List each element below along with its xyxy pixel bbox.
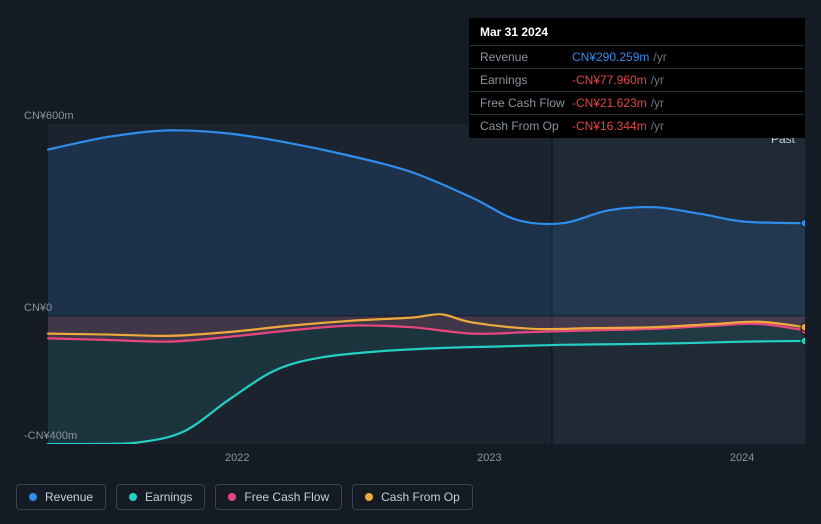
tooltip-row: Free Cash Flow-CN¥21.623m/yr (470, 92, 804, 115)
legend-dot-icon (29, 493, 37, 501)
legend-label: Cash From Op (381, 490, 460, 504)
tooltip-metric-label: Revenue (480, 50, 572, 64)
legend-dot-icon (228, 493, 236, 501)
legend-label: Revenue (45, 490, 93, 504)
legend-item-earnings[interactable]: Earnings (116, 484, 205, 510)
financial-chart: Past CN¥600mCN¥0-CN¥400m 202220232024 (16, 124, 805, 464)
tooltip-metric-label: Cash From Op (480, 119, 572, 133)
tooltip-metric-suffix: /yr (653, 50, 666, 64)
y-axis-label: -CN¥400m (24, 430, 77, 442)
tooltip-metric-suffix: /yr (651, 119, 664, 133)
legend-item-cash-from-op[interactable]: Cash From Op (352, 484, 473, 510)
legend-dot-icon (129, 493, 137, 501)
tooltip-metric-value: CN¥290.259m (572, 50, 649, 64)
tooltip-row: RevenueCN¥290.259m/yr (470, 46, 804, 69)
tooltip-row: Cash From Op-CN¥16.344m/yr (470, 115, 804, 137)
tooltip-metric-value: -CN¥21.623m (572, 96, 647, 110)
tooltip-date: Mar 31 2024 (470, 19, 804, 46)
x-axis-label: 2023 (477, 452, 501, 464)
tooltip-metric-suffix: /yr (651, 73, 664, 87)
x-axis-label: 2024 (730, 452, 754, 464)
legend-item-free-cash-flow[interactable]: Free Cash Flow (215, 484, 342, 510)
x-axis-label: 2022 (225, 452, 249, 464)
legend-label: Free Cash Flow (244, 490, 329, 504)
tooltip-metric-label: Free Cash Flow (480, 96, 572, 110)
tooltip-row: Earnings-CN¥77.960m/yr (470, 69, 804, 92)
legend-dot-icon (365, 493, 373, 501)
legend-label: Earnings (145, 490, 192, 504)
chart-tooltip: Mar 31 2024 RevenueCN¥290.259m/yrEarning… (469, 18, 805, 138)
tooltip-metric-suffix: /yr (651, 96, 664, 110)
legend-item-revenue[interactable]: Revenue (16, 484, 106, 510)
chart-legend: Revenue Earnings Free Cash Flow Cash From O… (16, 484, 473, 510)
tooltip-metric-value: -CN¥16.344m (572, 119, 647, 133)
y-axis-label: CN¥0 (24, 302, 52, 314)
tooltip-metric-label: Earnings (480, 73, 572, 87)
tooltip-metric-value: -CN¥77.960m (572, 73, 647, 87)
chart-svg (16, 124, 805, 444)
y-axis-label: CN¥600m (24, 110, 74, 122)
